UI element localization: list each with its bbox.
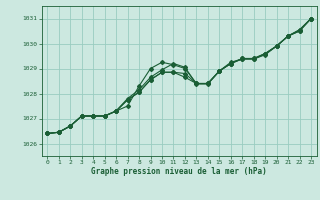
X-axis label: Graphe pression niveau de la mer (hPa): Graphe pression niveau de la mer (hPa) (91, 167, 267, 176)
